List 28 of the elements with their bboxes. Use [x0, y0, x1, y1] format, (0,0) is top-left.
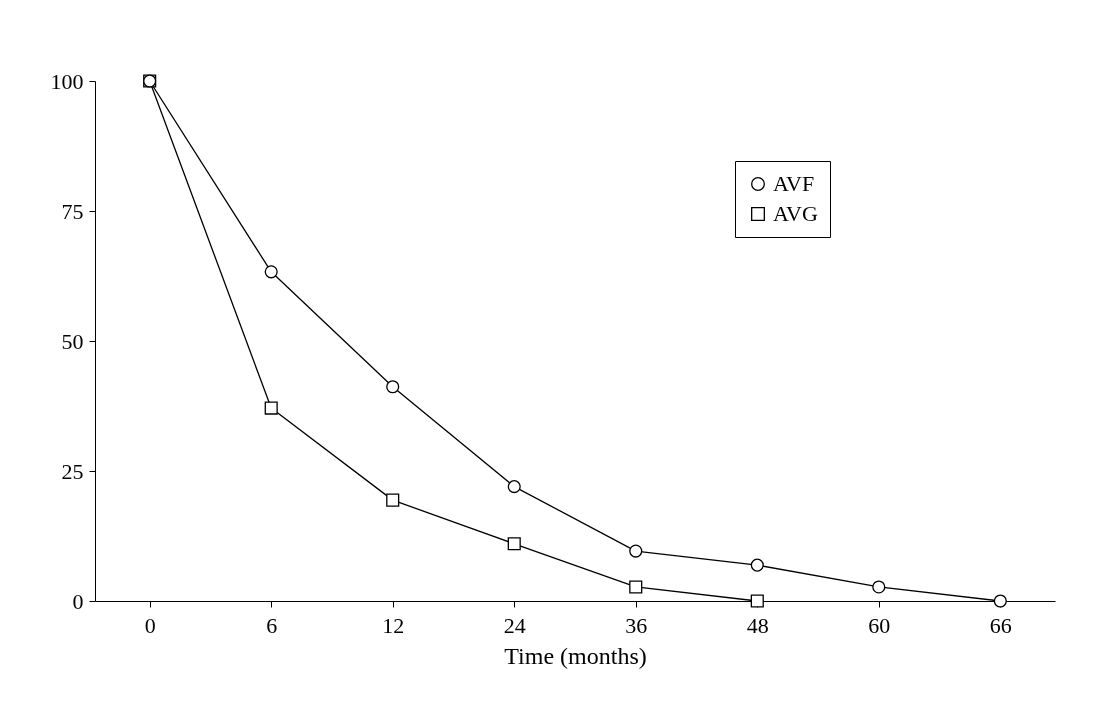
x-tick-label: 24: [503, 612, 526, 638]
y-tick-label: 75: [61, 198, 84, 224]
y-tick-label: 25: [61, 458, 84, 484]
point: [629, 544, 643, 558]
point: [750, 558, 764, 572]
legend-label: AVF: [773, 171, 815, 196]
point: [993, 594, 1007, 608]
x-tick-label: 48: [746, 612, 769, 638]
point: [629, 580, 643, 594]
point: [507, 537, 521, 551]
point: [264, 401, 278, 415]
point: [872, 580, 886, 594]
x-tick-label: 0: [144, 612, 156, 638]
x-tick-label: 36: [625, 612, 648, 638]
legend-label: AVG: [773, 201, 818, 226]
point: [507, 480, 521, 494]
x-tick-label: 60: [868, 612, 891, 638]
point: [386, 493, 400, 507]
point: [386, 380, 400, 394]
y-tick-label: 100: [50, 68, 84, 94]
x-tick-label: 6: [266, 612, 278, 638]
x-tick-label: 12: [382, 612, 405, 638]
point: [264, 265, 278, 279]
x-axis-title: Time (months): [504, 642, 647, 669]
y-tick-label: 0: [72, 588, 84, 614]
x-tick-label: 66: [989, 612, 1012, 638]
y-tick-label: 50: [61, 328, 84, 354]
point: [750, 594, 764, 608]
